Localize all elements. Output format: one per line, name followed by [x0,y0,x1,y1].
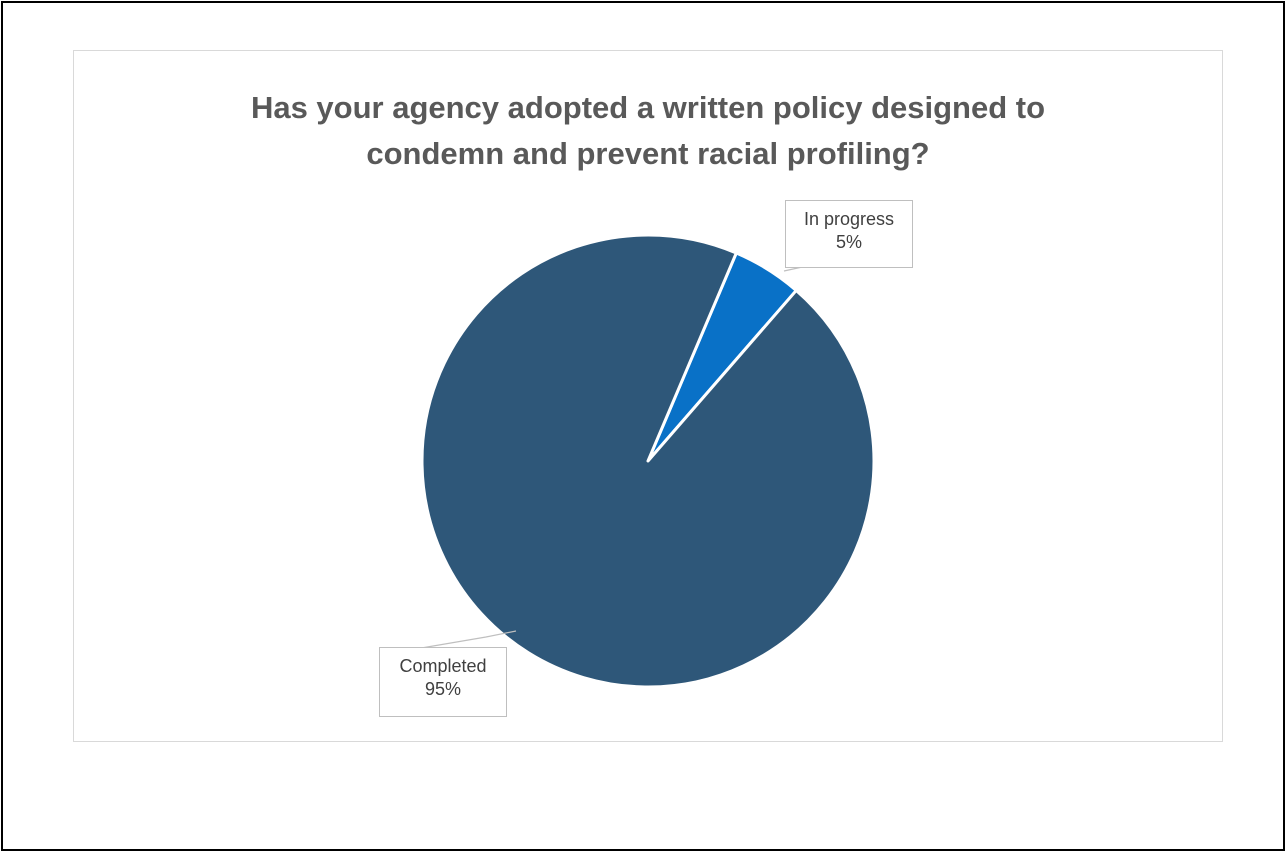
chart-area: Has your agency adopted a written policy… [73,50,1223,742]
chart-title-line-2: condemn and prevent racial profiling? [366,136,930,171]
data-label-completed-name: Completed [399,656,487,676]
pie-slices [420,233,876,689]
chart-title: Has your agency adopted a written policy… [74,85,1222,177]
data-label-in-progress: In progress 5% [785,200,913,268]
data-label-completed-value: 95% [424,679,462,699]
pie-slice-completed [420,233,876,689]
data-label-completed: Completed 95% [379,647,507,717]
data-label-in-progress-value: 5% [835,232,862,252]
chart-title-line-1: Has your agency adopted a written policy… [250,90,1046,125]
data-label-in-progress-name: In progress [803,209,895,229]
pie-chart [379,233,876,689]
